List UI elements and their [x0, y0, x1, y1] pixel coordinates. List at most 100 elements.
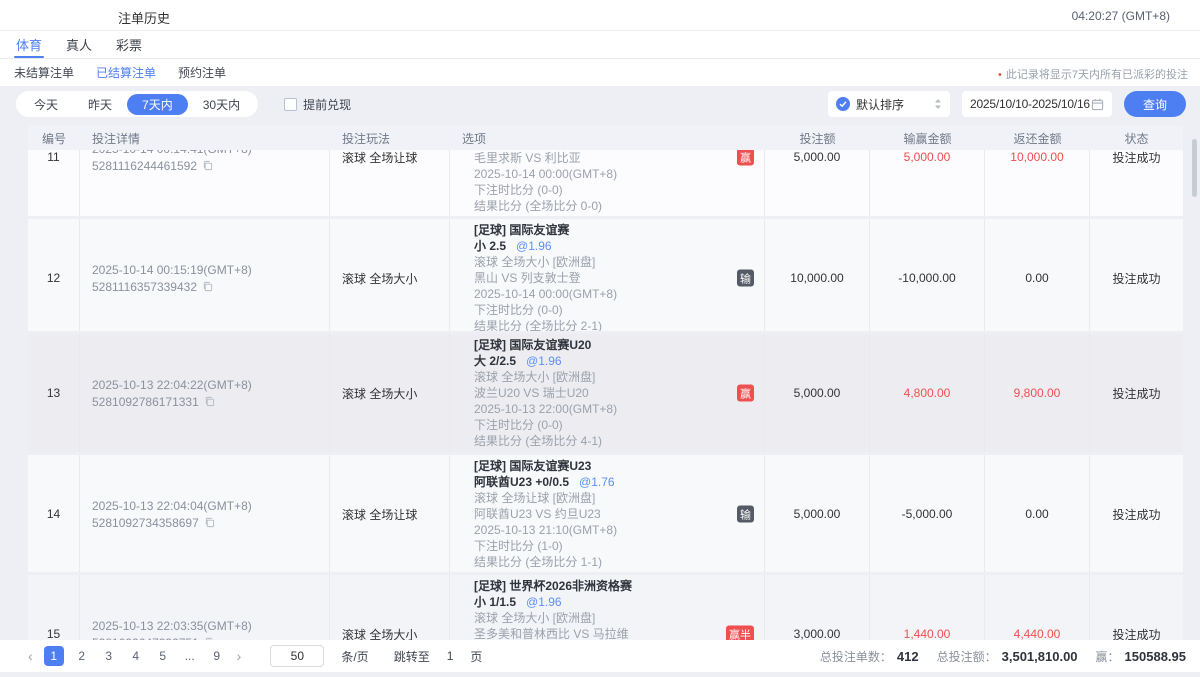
bet-amount: 10,000.00	[765, 219, 870, 331]
bet-id-line: 5281092647232751	[92, 636, 215, 640]
bet-detail-cell: 2025-10-13 22:04:04(GMT+8) 52810927343586…	[80, 455, 330, 572]
odds-value: @1.76	[579, 475, 615, 489]
total-item-0: 总投注单数： 412	[820, 648, 919, 665]
result-badge: 赢	[737, 150, 754, 166]
page-5[interactable]: 5	[159, 649, 167, 663]
option-cell: [足球] 国际友谊赛U23 阿联酋U23 +0/0.5 @1.76 滚球 全场让球 […	[450, 455, 765, 572]
option-line: 毛里求斯 VS 利比亚	[474, 151, 581, 165]
next-page-icon[interactable]: ›	[236, 648, 242, 664]
total-label: 总投注单数：	[819, 649, 892, 664]
bet-id-line: 5281116357339432	[92, 280, 213, 294]
bet-amount: 5,000.00	[765, 150, 870, 216]
refund-amount: 0.00	[985, 455, 1090, 572]
result-badge: 输	[737, 505, 754, 523]
checkbox-icon[interactable]	[284, 97, 298, 111]
page-3[interactable]: 3	[105, 649, 113, 663]
total-label: 赢：	[1095, 649, 1120, 664]
bet-id: 5281116244461592	[92, 158, 197, 173]
page-title: 注单历史	[118, 11, 171, 26]
copy-icon[interactable]	[202, 281, 213, 292]
bet-time: 2025-10-14 00:14:41(GMT+8)	[92, 150, 252, 156]
option-line: 下注时比分 (1-0)	[474, 539, 563, 553]
option-line: 2025-10-14 00:00(GMT+8)	[474, 287, 618, 301]
sub-tab-2[interactable]: 预约注单	[178, 66, 227, 80]
main-tabs: 体育 真人 彩票	[0, 31, 1200, 59]
table-row: 12 2025-10-14 00:15:19(GMT+8) 528111635733…	[28, 219, 1183, 331]
page-1[interactable]: 1	[43, 646, 64, 666]
sub-tabs: 未结算注单 已结算注单 预约注单 • 此记录将显示7天内所有已派彩的投注	[0, 59, 1200, 86]
copy-icon[interactable]	[204, 637, 215, 640]
tab-1[interactable]: 真人	[66, 38, 93, 53]
copy-icon[interactable]	[204, 517, 215, 528]
table-row: 15 2025-10-13 22:03:35(GMT+8) 528109264723…	[28, 575, 1183, 640]
refund-amount: 4,440.00	[985, 575, 1090, 640]
table-row: 13 2025-10-13 22:04:22(GMT+8) 528109278617…	[28, 334, 1183, 452]
page-2[interactable]: 2	[78, 649, 86, 663]
option-line: 波兰U20 VS 瑞士U20	[474, 386, 589, 400]
page-9[interactable]: 9	[213, 649, 221, 663]
page-4[interactable]: 4	[132, 649, 140, 663]
option-line: 下注时比分 (0-0)	[474, 303, 563, 317]
option-line: 下注时比分 (0-0)	[474, 183, 563, 197]
option-line: 滚球 全场让球 [欧洲盘]	[474, 491, 596, 505]
league-line: [足球] 国际友谊赛	[474, 223, 570, 237]
date-pill-2[interactable]: 7天内	[127, 93, 188, 115]
refund-amount: 10,000.00	[985, 150, 1090, 216]
column-header-0: 编号	[41, 131, 66, 146]
play-type-cell: 滚球 全场让球	[330, 455, 450, 572]
option-line: 结果比分 (全场比分 4-1)	[474, 434, 603, 448]
bet-detail-cell: 2025-10-14 00:14:41(GMT+8) 52811162444615…	[80, 150, 330, 216]
play-type-cell: 滚球 全场大小	[330, 575, 450, 640]
sub-tab-0[interactable]: 未结算注单	[14, 66, 75, 80]
selection-line: 大 2/2.5 @1.96	[474, 354, 562, 368]
date-pill-3[interactable]: 30天内	[202, 97, 241, 112]
table-header: 编号 投注详情 投注玩法 选项 投注额 输赢金额 返还金额 状态	[28, 126, 1183, 150]
selection-line: 小 2.5 @1.96	[474, 239, 552, 253]
play-type-cell: 滚球 全场让球	[330, 150, 450, 216]
early-cashout-checkbox[interactable]: 提前兑现	[284, 96, 351, 113]
bet-time: 2025-10-14 00:15:19(GMT+8)	[92, 262, 252, 277]
column-header-4: 投注额	[799, 131, 836, 146]
option-line: 结果比分 (全场比分 1-1)	[474, 555, 603, 569]
row-number: 12	[28, 219, 80, 331]
top-bar: 注单历史 04:20:27 (GMT+8)	[0, 0, 1200, 31]
option-lines: [足球] 国际友谊赛U20 大 2/2.5 @1.96 滚球 全场大小 [欧洲盘] 波兰…	[462, 334, 752, 452]
table-row: 14 2025-10-13 22:04:04(GMT+8) 528109273435…	[28, 455, 1183, 572]
sort-select[interactable]: 默认排序	[827, 91, 950, 117]
date-pill-1[interactable]: 昨天	[88, 97, 113, 112]
date-range-picker[interactable]: 2025/10/10-2025/10/16	[961, 91, 1112, 117]
row-number: 14	[28, 455, 80, 572]
copy-icon[interactable]	[204, 396, 215, 407]
bet-status: 投注成功	[1112, 507, 1161, 522]
option-line: 2025-10-14 00:00(GMT+8)	[474, 167, 618, 181]
content-area: 今天 昨天 7天内 30天内 提前兑现 默认排序 2025/10/10-2025/10…	[0, 86, 1200, 677]
league-line: [足球] 国际友谊赛U23	[474, 459, 592, 473]
page-size-input[interactable]	[270, 645, 325, 667]
date-pill-0[interactable]: 今天	[34, 97, 59, 112]
tab-0[interactable]: 体育	[13, 31, 45, 58]
option-cell: [足球] 国际友谊赛U20 大 2/2.5 @1.96 滚球 全场大小 [欧洲盘] 波兰…	[450, 334, 765, 452]
option-lines: [足球] 世界杯2026非洲资格赛小 1/1.5 @1.96 滚球 全场大小 [欧洲…	[462, 575, 752, 640]
query-button[interactable]: 查询	[1123, 91, 1186, 117]
bet-detail-cell: 2025-10-13 22:03:35(GMT+8) 52810926472327…	[80, 575, 330, 640]
sub-tab-1[interactable]: 已结算注单	[96, 66, 157, 80]
vertical-scrollbar[interactable]	[1192, 139, 1197, 197]
total-value: 3,501,810.00	[1001, 648, 1078, 664]
option-line: 滚球 全场大小 [欧洲盘]	[474, 611, 596, 625]
total-item-1: 总投注额： 3,501,810.00	[937, 648, 1078, 665]
prev-page-icon[interactable]: ‹	[28, 648, 33, 664]
column-header-3: 选项	[462, 131, 487, 146]
option-cell: 毛里求斯 VS 利比亚 2025-10-14 00:00(GMT+8) 下注时比分 …	[450, 150, 765, 216]
row-number: 11	[28, 150, 80, 216]
option-line: 黑山 VS 列支敦士登	[474, 271, 581, 285]
option-cell: [足球] 世界杯2026非洲资格赛小 1/1.5 @1.96 滚球 全场大小 [欧洲…	[450, 575, 765, 640]
jump-value[interactable]: 1	[446, 649, 454, 663]
bet-detail-cell: 2025-10-13 22:04:22(GMT+8) 52810927861713…	[80, 334, 330, 452]
option-line: 圣多美和普林西比 VS 马拉维	[474, 627, 629, 640]
copy-icon[interactable]	[202, 160, 213, 171]
tab-2[interactable]: 彩票	[116, 38, 143, 53]
odds-value: @1.96	[516, 239, 552, 253]
bet-id: 5281092734358697	[92, 515, 199, 530]
